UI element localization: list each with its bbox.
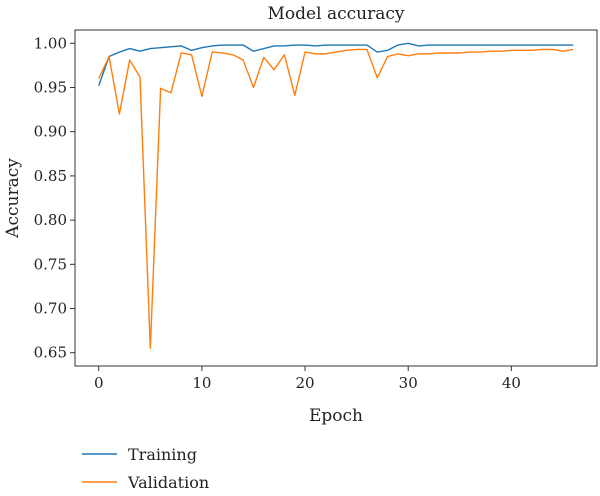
x-axis-label: Epoch xyxy=(309,406,363,426)
plot-frame xyxy=(74,29,598,367)
series-line-validation xyxy=(98,48,574,350)
y-axis-label: Accuracy xyxy=(3,158,23,239)
x-tick-label: 30 xyxy=(399,374,418,392)
y-tick-label: 0.65 xyxy=(34,344,67,362)
y-tick-label: 0.70 xyxy=(34,300,67,318)
y-tick-label: 0.95 xyxy=(34,78,67,96)
x-tick-label: 0 xyxy=(94,374,104,392)
x-axis: 0 10 20 30 40 xyxy=(94,366,521,392)
legend: Training Validation xyxy=(82,445,209,492)
legend-label-validation: Validation xyxy=(127,473,209,492)
x-tick-label: 20 xyxy=(296,374,315,392)
y-tick-label: 0.80 xyxy=(34,211,67,229)
series-line-training xyxy=(98,42,574,86)
legend-label-training: Training xyxy=(128,445,197,464)
chart-title: Model accuracy xyxy=(268,4,405,24)
x-tick-label: 10 xyxy=(192,374,211,392)
x-tick-label: 40 xyxy=(502,374,521,392)
y-axis: 0.65 0.70 0.75 0.80 0.85 0.90 0.95 1.00 xyxy=(34,34,75,362)
y-tick-label: 0.90 xyxy=(34,123,67,141)
y-tick-label: 1.00 xyxy=(34,34,67,52)
plot-lines xyxy=(98,42,574,350)
y-tick-label: 0.85 xyxy=(34,167,67,185)
y-tick-label: 0.75 xyxy=(34,255,67,273)
